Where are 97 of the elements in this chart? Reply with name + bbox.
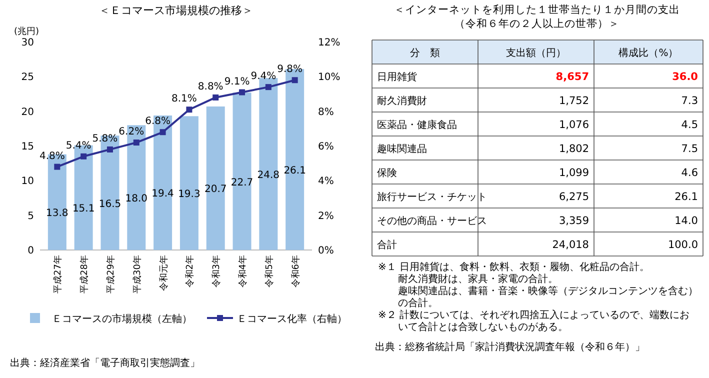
y-tick-label: 10 <box>21 176 34 188</box>
category-label: 合計 <box>377 239 397 251</box>
bar <box>180 116 198 250</box>
text: 耐久消費財は、家具・家電の合計。 <box>398 273 558 285</box>
data-label: 14.0 <box>674 215 698 227</box>
point <box>186 106 192 113</box>
y-tick-label: 25 <box>21 72 34 84</box>
text: ＜インターネットを利用した１世帯当たり１か月間の支出 <box>394 3 680 16</box>
legend-label: Ｅコマースの市場規模（左軸） <box>52 313 192 325</box>
bar <box>206 106 225 250</box>
data-label: 4.5 <box>681 119 698 131</box>
data-label: 5.8% <box>92 133 118 144</box>
bar <box>232 92 252 250</box>
text: （令和６年の２人以上の世帯）＞ <box>454 17 620 30</box>
y2-tick-label: 2% <box>318 210 334 222</box>
point <box>133 140 140 146</box>
y-tick-label: 5 <box>28 210 34 222</box>
data-label: 16.5 <box>98 198 122 210</box>
data-label: 24.8 <box>257 170 280 182</box>
y2-tick-label: 10% <box>318 72 340 84</box>
y2-tick-label: 0% <box>318 246 334 256</box>
data-label: 13.8 <box>46 208 68 220</box>
category-label: 保険 <box>377 168 397 179</box>
x-tick-label: 令和6年 <box>290 255 302 288</box>
data-label: 20.7 <box>204 184 227 196</box>
x-tick-label: 平成29年 <box>105 255 116 294</box>
data-label: 8,657 <box>556 71 589 83</box>
x-tick-label: 平成28年 <box>79 255 90 294</box>
category-label: 耐久消費財 <box>377 95 427 107</box>
x-tick-label: 平成27年 <box>52 255 64 294</box>
data-label: 6.2% <box>118 126 144 138</box>
x-tick-label: 平成30年 <box>132 255 143 294</box>
text: 支出額（円） <box>506 47 566 59</box>
text: 趣味関連品は、書籍・音楽・映像等（デジタルコンテンツを含む）の合計。 <box>398 285 698 309</box>
data-label: 3,359 <box>558 215 589 227</box>
y2-tick-label: 8% <box>318 106 334 118</box>
point <box>160 129 166 136</box>
text: 構成比（%） <box>618 47 678 59</box>
text: ※２ 計数については、それぞれ四捨五入によっているので、端数において合計とは合致しないものがある。 <box>378 309 690 333</box>
data-label: 1,752 <box>558 95 589 107</box>
data-label: 6,275 <box>558 191 589 203</box>
data-label: 19.3 <box>178 189 200 200</box>
source-note: 出典：総務省統計局「家計消費状況調査年報（令和６年）」 <box>375 341 645 353</box>
data-label: 26.1 <box>284 166 306 177</box>
chart-title: ＜Ｅコマース市場規模の推移＞ <box>99 4 253 17</box>
bar <box>259 78 278 250</box>
point <box>292 77 298 84</box>
data-label: 36.0 <box>672 71 698 83</box>
data-label: 24,018 <box>552 239 589 251</box>
y-tick-label: 0 <box>28 246 34 256</box>
data-label: 9.1% <box>224 76 250 88</box>
point <box>80 153 87 160</box>
data-label: 6.8% <box>145 116 170 128</box>
source-note: 出典：経済産業省「電子商取引実態調査」 <box>10 357 200 369</box>
data-label: 19.4 <box>152 188 174 200</box>
category-label: その他の商品・サービス <box>377 215 487 227</box>
category-label: 旅行サービス・チケット <box>377 191 487 203</box>
data-label: 100.0 <box>668 239 698 251</box>
data-label: 1,076 <box>558 119 590 131</box>
x-tick-label: 令和3年 <box>211 255 222 288</box>
data-label: 22.7 <box>230 177 254 188</box>
data-label: 26.1 <box>674 191 698 203</box>
data-label: 8.8% <box>198 81 224 92</box>
data-label: 5.4% <box>66 140 92 152</box>
legend-label: Ｅコマース化率（右軸） <box>237 313 347 325</box>
point <box>54 164 60 170</box>
y-tick-label: 30 <box>21 38 34 48</box>
data-label: 8.1% <box>172 94 197 105</box>
data-label: 15.1 <box>72 204 95 215</box>
y2-tick-label: 6% <box>318 142 334 152</box>
y2-tick-label: 12% <box>318 38 340 48</box>
y-axis-title: (兆円) <box>14 26 40 37</box>
y-tick-label: 20 <box>21 106 34 118</box>
data-label: 4.6 <box>681 167 698 179</box>
text: 分 類 <box>410 47 440 59</box>
data-label: 9.4% <box>250 71 276 82</box>
data-label: 7.5 <box>681 143 698 155</box>
data-label: 4.8% <box>39 150 65 162</box>
category-label: 日用雑貨 <box>377 71 417 83</box>
point <box>106 146 113 152</box>
point <box>212 94 219 100</box>
x-tick-label: 令和5年 <box>264 255 275 288</box>
x-tick-label: 令和4年 <box>238 255 249 288</box>
text: ※１ 日用雑貨は、食料・飲料、衣類・履物、化粧品の合計。 <box>378 261 650 273</box>
point <box>239 89 246 96</box>
data-label: 18.0 <box>125 194 148 205</box>
x-tick-label: 令和2年 <box>184 255 196 288</box>
data-label: 9.8% <box>277 64 303 76</box>
y2-tick-label: 4% <box>318 176 334 188</box>
x-tick-label: 令和元年 <box>158 255 170 291</box>
data-label: 7.3 <box>681 95 698 107</box>
data-label: 1,802 <box>558 143 589 155</box>
category-label: 医薬品・健康食品 <box>377 119 457 131</box>
data-label: 1,099 <box>558 167 589 179</box>
point <box>265 84 272 90</box>
category-label: 趣味関連品 <box>377 143 427 155</box>
y-tick-label: 15 <box>21 142 34 152</box>
